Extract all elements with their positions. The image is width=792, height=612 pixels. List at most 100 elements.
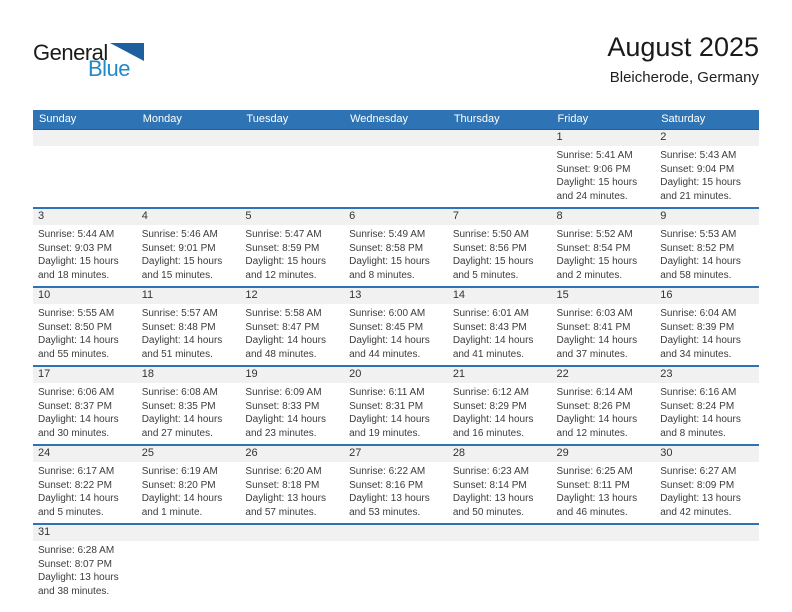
calendar-day-cell: 12 Sunrise: 5:58 AM Sunset: 8:47 PM Dayligh…	[240, 287, 345, 366]
day-details: Sunrise: 6:12 AM Sunset: 8:29 PM Daylight:…	[448, 383, 552, 444]
daylight-minutes-text: and 48 minutes.	[245, 348, 317, 360]
daylight-minutes-text: and 27 minutes.	[141, 427, 213, 439]
daylight-hours-text: Daylight: 14 hours	[38, 414, 119, 425]
calendar-day-cell: 2 Sunrise: 5:43 AM Sunset: 9:04 PM Daylight…	[655, 130, 759, 209]
day-number: 13	[344, 288, 448, 304]
calendar-week-row: 24 Sunrise: 6:17 AM Sunset: 8:22 PM Dayligh…	[33, 445, 759, 524]
calendar-day-cell: 15 Sunrise: 6:03 AM Sunset: 8:41 PM Dayligh…	[551, 287, 656, 366]
sunrise-text: Sunrise: 6:27 AM	[660, 466, 737, 477]
day-header-friday: Friday	[551, 110, 656, 130]
day-details: Sunrise: 5:49 AM Sunset: 8:58 PM Daylight:…	[344, 225, 448, 286]
day-details: Sunrise: 6:22 AM Sunset: 8:16 PM Daylight:…	[344, 462, 448, 523]
calendar-table: Sunday Monday Tuesday Wednesday Thursday Frid…	[33, 110, 759, 605]
calendar-day-cell: 5 Sunrise: 5:47 AM Sunset: 8:59 PM Daylight…	[240, 208, 345, 287]
day-details: Sunrise: 6:25 AM Sunset: 8:11 PM Daylight:…	[552, 462, 656, 523]
day-details: Sunrise: 6:01 AM Sunset: 8:43 PM Daylight:…	[448, 304, 552, 365]
day-number: 10	[33, 288, 137, 304]
day-number: 21	[447, 367, 552, 383]
day-number	[240, 130, 345, 146]
day-details: Sunrise: 5:44 AM Sunset: 9:03 PM Daylight:…	[33, 225, 137, 286]
day-number	[136, 130, 241, 146]
sunrise-text: Sunrise: 6:20 AM	[245, 466, 322, 477]
sunset-text: Sunset: 8:24 PM	[660, 400, 735, 412]
calendar-day-cell: 31 Sunrise: 6:28 AM Sunset: 8:07 PM Dayligh…	[33, 524, 137, 605]
sunrise-text: Sunrise: 6:03 AM	[556, 308, 633, 319]
daylight-hours-text: Daylight: 15 hours	[556, 177, 638, 188]
sunrise-text: Sunrise: 5:43 AM	[660, 150, 737, 161]
day-number: 22	[551, 367, 656, 383]
calendar-day-cell: 13 Sunrise: 6:00 AM Sunset: 8:45 PM Dayligh…	[344, 287, 448, 366]
sunrise-text: Sunrise: 5:41 AM	[556, 150, 633, 161]
daylight-hours-text: Daylight: 13 hours	[452, 493, 534, 504]
daylight-minutes-text: and 19 minutes.	[349, 427, 421, 439]
sunset-text: Sunset: 8:11 PM	[556, 479, 630, 491]
sunset-text: Sunset: 8:59 PM	[245, 242, 320, 254]
sunrise-text: Sunrise: 6:23 AM	[452, 466, 529, 477]
daylight-hours-text: Daylight: 15 hours	[349, 256, 430, 267]
logo-text-blue: Blue	[88, 56, 131, 81]
daylight-hours-text: Daylight: 13 hours	[245, 493, 327, 504]
calendar-day-cell: 11 Sunrise: 5:57 AM Sunset: 8:48 PM Dayligh…	[136, 287, 241, 366]
sunset-text: Sunset: 8:37 PM	[38, 400, 112, 412]
day-header-wednesday: Wednesday	[344, 110, 448, 130]
day-number	[447, 130, 552, 146]
day-number	[447, 525, 552, 541]
daylight-minutes-text: and 8 minutes.	[660, 427, 726, 439]
sunrise-text: Sunrise: 6:22 AM	[349, 466, 426, 477]
daylight-minutes-text: and 8 minutes.	[349, 269, 415, 281]
daylight-minutes-text: and 38 minutes.	[38, 585, 110, 597]
calendar-day-cell: 18 Sunrise: 6:08 AM Sunset: 8:35 PM Dayligh…	[136, 366, 241, 445]
day-details: Sunrise: 6:28 AM Sunset: 8:07 PM Daylight:…	[33, 541, 137, 602]
day-header-tuesday: Tuesday	[240, 110, 345, 130]
daylight-hours-text: Daylight: 14 hours	[349, 335, 430, 346]
calendar-week-row: 1 Sunrise: 5:41 AM Sunset: 9:06 PM Daylight…	[33, 130, 759, 209]
calendar-day-cell: 22 Sunrise: 6:14 AM Sunset: 8:26 PM Dayligh…	[551, 366, 656, 445]
sunset-text: Sunset: 9:04 PM	[660, 163, 735, 175]
daylight-hours-text: Daylight: 14 hours	[38, 335, 119, 346]
day-number	[655, 525, 759, 541]
daylight-hours-text: Daylight: 14 hours	[452, 335, 534, 346]
daylight-hours-text: Daylight: 15 hours	[245, 256, 327, 267]
sunset-text: Sunset: 8:29 PM	[452, 400, 527, 412]
calendar-day-cell: 24 Sunrise: 6:17 AM Sunset: 8:22 PM Dayligh…	[33, 445, 137, 524]
daylight-hours-text: Daylight: 15 hours	[452, 256, 534, 267]
day-details: Sunrise: 6:14 AM Sunset: 8:26 PM Daylight:…	[552, 383, 656, 444]
calendar-day-cell: 3 Sunrise: 5:44 AM Sunset: 9:03 PM Daylight…	[33, 208, 137, 287]
sunrise-text: Sunrise: 6:16 AM	[660, 387, 737, 398]
calendar-day-cell: 7 Sunrise: 5:50 AM Sunset: 8:56 PM Daylight…	[447, 208, 552, 287]
page-header: General Blue August 2025 Bleicherode, Ge…	[33, 26, 759, 102]
calendar-day-cell: 17 Sunrise: 6:06 AM Sunset: 8:37 PM Dayligh…	[33, 366, 137, 445]
daylight-minutes-text: and 2 minutes.	[556, 269, 623, 281]
sunrise-text: Sunrise: 6:00 AM	[349, 308, 426, 319]
location-subtitle: Bleicherode, Germany	[609, 69, 759, 86]
daylight-hours-text: Daylight: 14 hours	[245, 335, 327, 346]
day-number	[33, 130, 137, 146]
daylight-minutes-text: and 42 minutes.	[660, 506, 732, 518]
sunrise-text: Sunrise: 5:55 AM	[38, 308, 115, 319]
calendar-empty-cell	[447, 524, 552, 605]
daylight-minutes-text: and 37 minutes.	[556, 348, 628, 360]
calendar-weekday-header: Sunday Monday Tuesday Wednesday Thursday Frid…	[33, 110, 759, 130]
calendar-empty-cell	[33, 130, 137, 209]
daylight-minutes-text: and 5 minutes.	[452, 269, 519, 281]
logo-triangle-icon	[109, 43, 144, 61]
daylight-minutes-text: and 46 minutes.	[556, 506, 628, 518]
daylight-minutes-text: and 16 minutes.	[452, 427, 524, 439]
daylight-minutes-text: and 58 minutes.	[660, 269, 732, 281]
day-details: Sunrise: 5:41 AM Sunset: 9:06 PM Daylight:…	[552, 146, 656, 207]
day-details: Sunrise: 5:58 AM Sunset: 8:47 PM Daylight:…	[240, 304, 344, 365]
calendar-day-cell: 21 Sunrise: 6:12 AM Sunset: 8:29 PM Dayligh…	[447, 366, 552, 445]
day-number: 6	[344, 209, 448, 225]
sunset-text: Sunset: 8:22 PM	[38, 479, 112, 491]
calendar-week-row: 3 Sunrise: 5:44 AM Sunset: 9:03 PM Daylight…	[33, 208, 759, 287]
daylight-minutes-text: and 53 minutes.	[349, 506, 421, 518]
sunset-text: Sunset: 8:33 PM	[245, 400, 320, 412]
weekday-header-row: Sunday Monday Tuesday Wednesday Thursday Frid…	[33, 110, 759, 130]
calendar-week-row: 31 Sunrise: 6:28 AM Sunset: 8:07 PM Dayligh…	[33, 524, 759, 605]
calendar-empty-cell	[344, 524, 448, 605]
day-number: 3	[33, 209, 137, 225]
daylight-hours-text: Daylight: 13 hours	[556, 493, 638, 504]
sunset-text: Sunset: 8:58 PM	[349, 242, 424, 254]
sunrise-text: Sunrise: 6:06 AM	[38, 387, 115, 398]
